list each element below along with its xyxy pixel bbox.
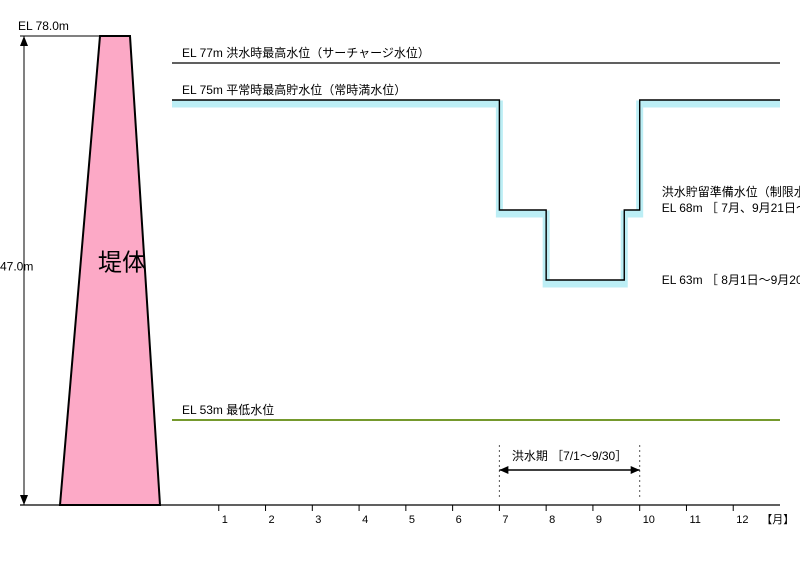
flood-reserve-label1: 洪水貯留準備水位（制限水位） — [662, 184, 800, 199]
month-label: 9 — [596, 514, 602, 526]
min-level-label: EL 53m 最低水位 — [182, 402, 274, 417]
el78-label: EL 78.0m — [18, 19, 69, 33]
height-value: 47.0m — [0, 260, 33, 274]
month-label: 11 — [689, 514, 700, 526]
month-label: 6 — [456, 514, 462, 526]
normal-full-label: EL 75m 平常時最高貯水位（常時満水位） — [182, 82, 406, 97]
month-label: 3 — [315, 514, 321, 526]
month-label: 2 — [269, 514, 275, 526]
month-label: 10 — [643, 514, 655, 526]
flood-period-label: 洪水期 ［7/1～9/30］ — [512, 449, 627, 463]
lower-step-label: EL 63m ［ 8月1日～9月20日 ］ — [662, 273, 800, 287]
dam-label: 堤体 — [98, 250, 146, 277]
surcharge-label: EL 77m 洪水時最高水位（サーチャージ水位） — [182, 45, 430, 60]
month-label: 12 — [736, 514, 748, 526]
month-label: 4 — [362, 514, 368, 526]
month-label: 5 — [409, 514, 415, 526]
flood-reserve-label2: EL 68m ［ 7月、9月21日～30日 ］ — [662, 201, 800, 215]
month-unit-label: 【月】 — [761, 513, 794, 526]
month-label: 7 — [502, 514, 508, 526]
month-label: 1 — [222, 514, 228, 526]
month-label: 8 — [549, 514, 555, 526]
